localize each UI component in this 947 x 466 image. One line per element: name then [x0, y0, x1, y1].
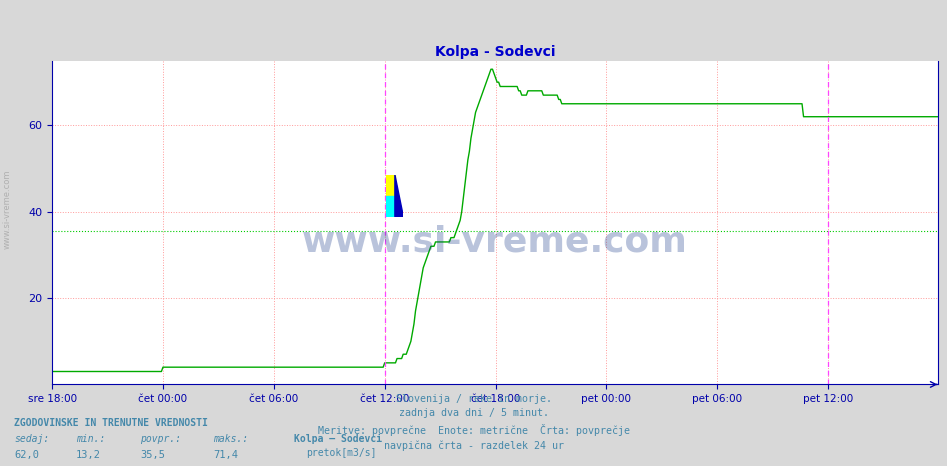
- Text: Slovenija / reke in morje.
zadnja dva dni / 5 minut.
Meritve: povprečne  Enote: : Slovenija / reke in morje. zadnja dva dn…: [317, 394, 630, 451]
- Text: 35,5: 35,5: [140, 450, 165, 459]
- Text: www.si-vreme.com: www.si-vreme.com: [302, 225, 688, 259]
- Title: Kolpa - Sodevci: Kolpa - Sodevci: [435, 45, 555, 59]
- Text: povpr.:: povpr.:: [140, 434, 181, 444]
- Text: www.si-vreme.com: www.si-vreme.com: [3, 170, 12, 249]
- Text: pretok[m3/s]: pretok[m3/s]: [306, 448, 376, 458]
- Text: 13,2: 13,2: [76, 450, 100, 459]
- Polygon shape: [386, 175, 395, 196]
- Text: 62,0: 62,0: [14, 450, 39, 459]
- Polygon shape: [386, 196, 395, 217]
- Text: ZGODOVINSKE IN TRENUTNE VREDNOSTI: ZGODOVINSKE IN TRENUTNE VREDNOSTI: [14, 418, 208, 428]
- Text: 71,4: 71,4: [213, 450, 238, 459]
- Polygon shape: [395, 175, 403, 217]
- Text: sedaj:: sedaj:: [14, 434, 49, 444]
- Text: min.:: min.:: [76, 434, 105, 444]
- Text: maks.:: maks.:: [213, 434, 248, 444]
- Text: Kolpa – Sodevci: Kolpa – Sodevci: [294, 434, 382, 444]
